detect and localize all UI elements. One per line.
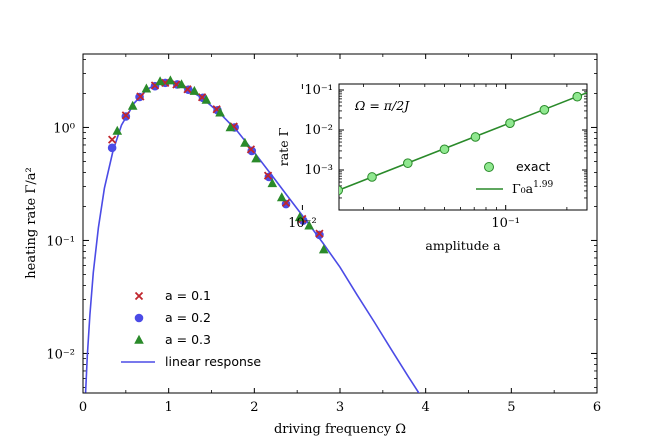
main-x-tick-label: 4: [422, 400, 430, 415]
main-y-tick-label: 10⁰: [53, 121, 75, 136]
legend-marker-x: [134, 291, 144, 301]
legend-label-a02: a = 0.2: [165, 310, 211, 325]
inset-data-point-exact: [470, 132, 481, 142]
inset-data-points: [339, 91, 583, 196]
data-point-triangle: [304, 220, 314, 230]
inset-data-point-exact: [505, 118, 515, 128]
data-point-triangle: [201, 94, 212, 104]
inset-y-axis-label: rate Γ: [276, 127, 291, 166]
inset-data-point-exact: [439, 144, 450, 155]
legend-marker-triangle: [134, 334, 144, 344]
inset-y-tick-label: 10⁻²: [304, 123, 333, 138]
inset-plot-frame: [338, 83, 588, 211]
data-point-triangle: [276, 192, 287, 202]
inset-x-tick-label: 10⁻²: [288, 216, 317, 231]
data-point-triangle: [294, 212, 305, 222]
inset-x-tick-label: 10⁻¹: [491, 216, 520, 231]
data-point-triangle: [240, 137, 250, 147]
inset-legend-label-exact: exact: [516, 159, 550, 174]
inset-axis-ticks: 10⁻² 10⁻¹ 10⁻³ 10⁻² 10⁻¹: [288, 83, 587, 231]
legend-label-linear-response: linear response: [165, 354, 261, 369]
inset-legend: exact Γ₀a1.99: [476, 159, 553, 196]
legend-entry-a02: a = 0.2: [134, 310, 211, 325]
data-point-circle: [315, 230, 324, 240]
main-y-axis-label: heating rate Γ/a²: [24, 167, 39, 278]
inset-fit-line: [339, 91, 587, 191]
data-point-x: [263, 171, 273, 180]
main-axis-ticks: 0 1 2 3 4 5 6 10⁻² 10⁻¹ 10⁰: [46, 54, 601, 415]
legend-entry-a01: a = 0.1: [134, 288, 211, 303]
data-point-triangle: [141, 83, 152, 93]
data-point-triangle: [155, 76, 165, 86]
inset-data-point-exact: [572, 91, 583, 102]
data-point-triangle: [267, 178, 278, 188]
data-point-triangle: [225, 122, 236, 132]
main-x-tick-label: 6: [593, 400, 601, 415]
data-point-triangle: [215, 107, 225, 117]
data-point-x: [107, 135, 117, 144]
main-x-axis-label: driving frequency Ω: [274, 422, 406, 437]
legend-entry-linear-response: linear response: [121, 354, 261, 369]
inset-data-point-exact: [403, 158, 413, 168]
legend-marker-circle: [134, 313, 144, 323]
legend-symbol-triangle: [134, 334, 144, 344]
inset-y-tick-label: 10⁻¹: [304, 83, 333, 98]
main-y-tick-label: 10⁻¹: [46, 234, 75, 249]
legend-entry-a03: a = 0.3: [134, 332, 211, 347]
data-point-triangle: [112, 125, 123, 135]
main-x-tick-label: 0: [79, 400, 87, 415]
data-point-triangle: [127, 100, 138, 110]
data-point-triangle: [189, 85, 200, 95]
data-point-x: [315, 229, 324, 238]
data-point-triangle: [165, 75, 176, 85]
inset-fit-line-segment: [339, 91, 587, 191]
data-point-x: [246, 145, 256, 154]
inset-x-axis-label: amplitude a: [425, 238, 501, 253]
inset-data-point-exact: [539, 104, 550, 115]
legend-symbol-x: [134, 291, 144, 301]
main-x-tick-label: 2: [250, 400, 258, 415]
data-point-triangle: [318, 244, 329, 254]
legend-label-a01: a = 0.1: [165, 288, 211, 303]
data-point-triangle: [176, 79, 187, 89]
main-y-tick-label: 10⁻²: [46, 347, 75, 362]
data-point-x: [136, 92, 145, 101]
data-point-triangle: [251, 153, 261, 163]
inset-legend-label-fit: Γ₀a1.99: [512, 180, 553, 196]
legend-label-a03: a = 0.3: [165, 332, 211, 347]
inset-data-point-exact: [367, 172, 377, 182]
main-x-tick-label: 3: [336, 400, 344, 415]
main-x-tick-label: 1: [165, 400, 173, 415]
inset-y-tick-label: 10⁻³: [304, 163, 333, 178]
main-data-points: [107, 75, 329, 254]
data-point-circle: [107, 143, 117, 153]
legend-symbol-circle: [134, 313, 144, 323]
main-legend: a = 0.1 a = 0.2 a = 0.3 linear response: [121, 288, 261, 369]
inset-title: Ω = π/2J: [354, 98, 410, 113]
inset-data-point-exact: [339, 185, 344, 196]
inset-legend-marker-exact: [484, 162, 494, 172]
data-point-x: [121, 111, 130, 120]
main-x-tick-label: 5: [507, 400, 515, 415]
